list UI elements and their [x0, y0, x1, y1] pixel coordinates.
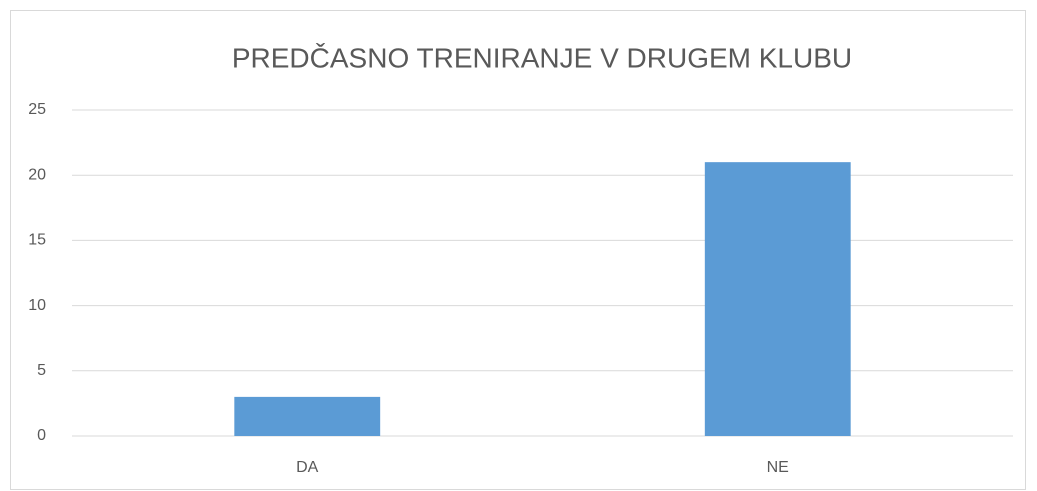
x-tick-label: NE [767, 459, 789, 476]
chart-title: PREDČASNO TRENIRANJE V DRUGEM KLUBU [232, 42, 852, 73]
y-tick-label: 0 [37, 427, 46, 444]
y-tick-label: 25 [28, 101, 46, 118]
y-tick-label: 15 [28, 232, 46, 249]
bar [704, 162, 851, 436]
chart-border [10, 10, 1026, 490]
y-tick-label: 5 [37, 362, 46, 379]
x-tick-label: DA [296, 459, 319, 476]
y-tick-label: 10 [28, 297, 46, 314]
y-tick-label: 20 [28, 166, 46, 183]
bar [234, 396, 381, 436]
